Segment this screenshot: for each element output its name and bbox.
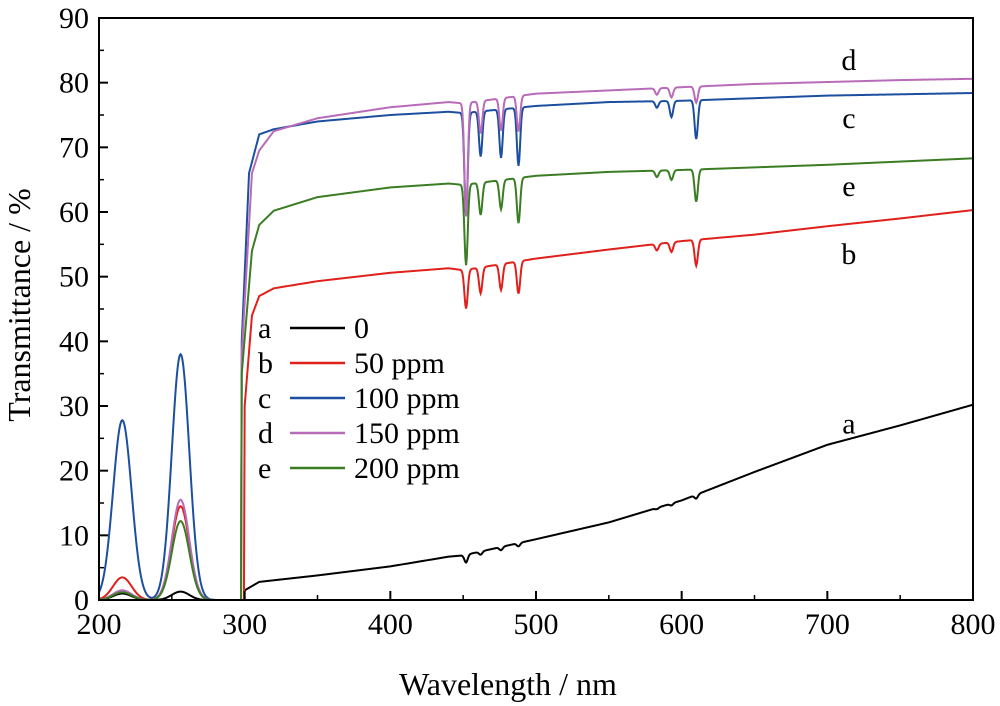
x-tick-label: 800 bbox=[951, 608, 996, 641]
series-line-b bbox=[98, 209, 974, 601]
x-tick-label: 300 bbox=[222, 608, 267, 641]
legend-key-a: a bbox=[258, 312, 271, 345]
legend-key-d: d bbox=[258, 417, 273, 450]
y-tick-label: 20 bbox=[59, 455, 89, 488]
legend-label-e: 200 ppm bbox=[354, 452, 460, 485]
x-axis-title: Wavelength / nm bbox=[399, 666, 617, 702]
legend-label-c: 100 ppm bbox=[354, 382, 460, 415]
x-tick-label: 700 bbox=[805, 608, 850, 641]
legend-key-e: e bbox=[258, 452, 271, 485]
legend-key-b: b bbox=[258, 347, 273, 380]
curve-labels: dc e b a bbox=[841, 44, 856, 440]
series-line-c bbox=[98, 92, 974, 601]
curve-label-e: e bbox=[842, 170, 855, 203]
x-tick-label: 200 bbox=[77, 608, 122, 641]
y-tick-label: 90 bbox=[59, 2, 89, 35]
y-tick-label: 10 bbox=[59, 519, 89, 552]
y-tick-label: 40 bbox=[59, 325, 89, 358]
y-tick-label: 60 bbox=[59, 196, 89, 229]
curve-label-a: a bbox=[842, 407, 855, 440]
curve-label-d: d bbox=[841, 44, 856, 77]
legend-key-c: c bbox=[258, 382, 271, 415]
legend-label-a: 0 bbox=[354, 312, 369, 345]
series-lines bbox=[98, 77, 974, 601]
series-line-d bbox=[98, 77, 974, 601]
y-tick-label: 30 bbox=[59, 390, 89, 423]
x-tick-label: 400 bbox=[368, 608, 413, 641]
legend-label-b: 50 ppm bbox=[354, 347, 445, 380]
y-tick-label: 0 bbox=[74, 584, 89, 617]
curve-label-c: c bbox=[842, 102, 855, 135]
legend: a 0 b 50 ppm c 100 ppm d 150 ppm e 200 ppm bbox=[258, 312, 460, 485]
curve-label-b: b bbox=[841, 238, 856, 271]
y-tick-label: 80 bbox=[59, 67, 89, 100]
legend-label-d: 150 ppm bbox=[354, 417, 460, 450]
y-tick-label: 70 bbox=[59, 131, 89, 164]
x-tick-label: 500 bbox=[514, 608, 559, 641]
x-tick-label: 600 bbox=[659, 608, 704, 641]
y-tick-label: 50 bbox=[59, 261, 89, 294]
axes: 200 300 400 500 600 700 800 0 10 20 30 40 50 60 70 80 90 bbox=[59, 2, 996, 641]
y-axis-title: Transmittance / % bbox=[1, 188, 37, 421]
series-line-e bbox=[98, 157, 974, 601]
